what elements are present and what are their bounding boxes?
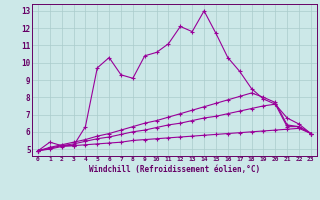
X-axis label: Windchill (Refroidissement éolien,°C): Windchill (Refroidissement éolien,°C) xyxy=(89,165,260,174)
